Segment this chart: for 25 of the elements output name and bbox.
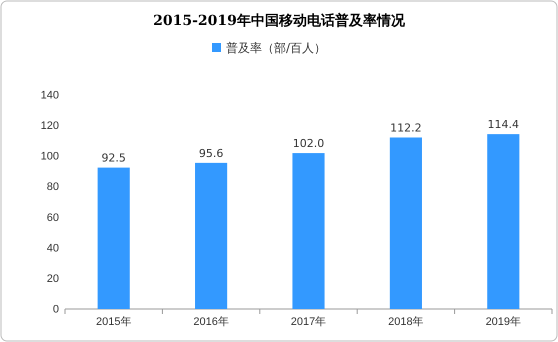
y-tick-label: 100 [40, 150, 59, 163]
text: 92.5 [101, 152, 126, 165]
bar [390, 137, 422, 309]
y-tick-label: 0 [52, 304, 59, 316]
text: 114.4 [488, 118, 520, 132]
y-tick-label: 40 [46, 242, 59, 254]
y-tick-label: 60 [46, 212, 59, 224]
text: 112.2 [390, 121, 422, 134]
legend-label: 普及率（部/百人） [226, 41, 326, 55]
bar [98, 168, 130, 309]
y-tick-label: 20 [46, 272, 59, 285]
bar [487, 134, 520, 309]
bar [195, 162, 228, 309]
x-tick-label: 2016年 [193, 316, 229, 328]
y-tick-label: 140 [40, 90, 59, 102]
text: 102.0 [292, 137, 324, 150]
text: 95.6 [198, 146, 224, 160]
chart-title: 2015-2019年中国移动电话普及率情况 [153, 12, 406, 29]
x-tick-label: 2019年 [486, 316, 522, 328]
x-tick-label: 2015年 [96, 316, 132, 328]
bar [292, 153, 325, 309]
y-tick-label: 80 [46, 181, 59, 194]
x-tick-label: 2017年 [290, 316, 326, 328]
x-tick-label: 2018年 [388, 316, 424, 328]
y-tick-label: 120 [40, 120, 59, 132]
